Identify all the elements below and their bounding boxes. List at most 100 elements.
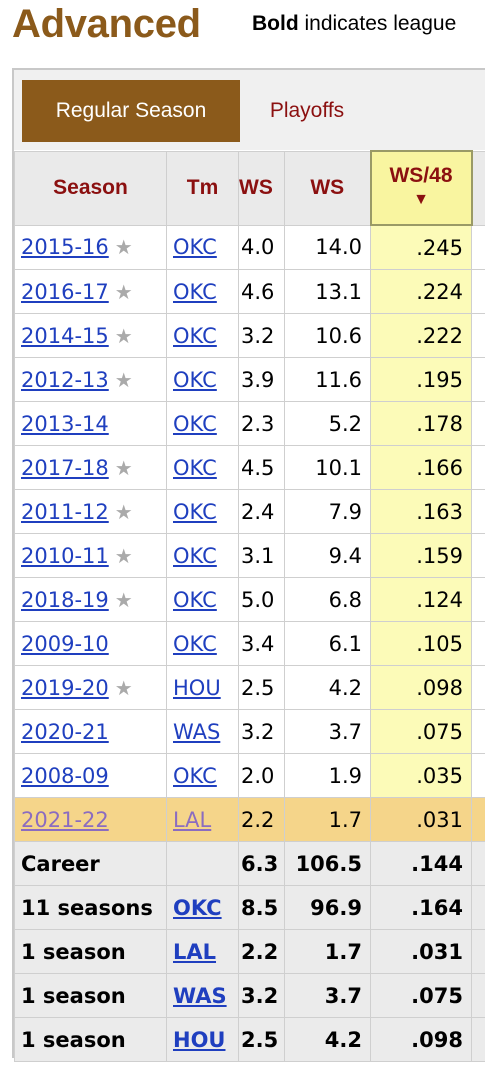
ws48-cell: .159 (370, 533, 472, 578)
team-link[interactable]: OKC (173, 323, 217, 348)
team-cell: OKC (166, 357, 239, 402)
season-cell: 2013-14 (14, 401, 167, 446)
season-link[interactable]: 2016-17 (21, 279, 109, 304)
overflow-cell (471, 973, 485, 1018)
ws48-cell: .164 (370, 885, 472, 930)
overflow-cell (471, 1017, 485, 1062)
ws-cell: 1.7 (284, 929, 371, 974)
overflow-cell (471, 709, 485, 754)
season-link[interactable]: 2014-15 (21, 323, 109, 348)
team-link[interactable]: OKC (173, 763, 217, 788)
season-link[interactable]: 2018-19 (21, 587, 109, 612)
team-cell: LAL (166, 797, 239, 842)
star-icon: ★ (114, 587, 133, 612)
ows-cell: 3.9 (238, 357, 285, 402)
star-icon: ★ (114, 675, 133, 700)
season-link[interactable]: 2021-22 (21, 807, 109, 832)
team-link[interactable]: WAS (173, 983, 227, 1008)
season-link[interactable]: 2011-12 (21, 499, 109, 524)
team-link[interactable]: OKC (173, 279, 217, 304)
season-link[interactable]: 2020-21 (21, 719, 109, 744)
ws-cell: 1.7 (284, 797, 371, 842)
season-link[interactable]: 2013-14 (21, 411, 109, 436)
table-row: 2021-22 LAL 2.2 1.7.031 (14, 797, 485, 842)
season-link[interactable]: 2008-09 (21, 763, 109, 788)
ws-cell: 14.0 (284, 224, 371, 270)
overflow-cell (471, 797, 485, 842)
col-header-ws[interactable]: WS (284, 150, 371, 226)
team-link[interactable]: OKC (173, 587, 217, 612)
ows-cell: 3.2 (238, 313, 285, 358)
ws48-cell: .075 (370, 973, 472, 1018)
ows-cell: 4.5 (238, 445, 285, 490)
season-cell: 2019-20 ★ (14, 665, 167, 710)
ws48-cell: .075 (370, 709, 472, 754)
ws48-cell: .031 (370, 929, 472, 974)
overflow-cell (471, 224, 485, 270)
team-cell: OKC (166, 445, 239, 490)
team-link[interactable]: LAL (173, 807, 212, 832)
table-row: 2017-18 ★ OKC 4.5 10.1.166 (14, 445, 485, 490)
table-header-row: Season Tm WS WS WS/48 ▼ (14, 150, 485, 226)
col-header-ws48[interactable]: WS/48 ▼ (369, 150, 473, 226)
ws-cell: 9.4 (284, 533, 371, 578)
team-cell: OKC (166, 313, 239, 358)
star-icon: ★ (114, 455, 133, 480)
tab-regular-season[interactable]: Regular Season (22, 80, 240, 142)
team-cell: OKC (166, 533, 239, 578)
col-header-season[interactable]: Season (14, 150, 167, 226)
season-link[interactable]: 2015-16 (21, 235, 109, 260)
ws48-cell: .195 (370, 357, 472, 402)
season-cell: 2010-11 ★ (14, 533, 167, 578)
ws48-cell: .031 (370, 797, 472, 842)
team-link[interactable]: LAL (173, 939, 217, 964)
season-link[interactable]: 2010-11 (21, 543, 109, 568)
team-link[interactable]: OKC (173, 411, 217, 436)
totals-row: 1 season LAL 2.2 1.7.031 (14, 929, 485, 974)
advanced-stats-table: Season Tm WS WS WS/48 ▼ 2015-16 ★ OKC 4.0 14… (14, 150, 485, 1062)
season-link[interactable]: 2019-20 (21, 675, 109, 700)
season-link[interactable]: 2017-18 (21, 455, 109, 480)
ws-cell: 3.7 (284, 709, 371, 754)
team-link[interactable]: HOU (173, 1027, 226, 1052)
team-link[interactable]: OKC (173, 455, 217, 480)
ows-cell: 3.1 (238, 533, 285, 578)
overflow-cell (471, 445, 485, 490)
ws-cell: 4.2 (284, 1017, 371, 1062)
ws48-cell: .035 (370, 753, 472, 798)
ws48-cell: .178 (370, 401, 472, 446)
col-header-overflow (471, 150, 485, 226)
season-cell: 2011-12 ★ (14, 489, 167, 534)
team-link[interactable]: OKC (173, 367, 217, 392)
table-row: 2019-20 ★ HOU 2.5 4.2.098 (14, 665, 485, 710)
team-cell: HOU (166, 1017, 239, 1062)
ws-cell: 106.5 (284, 841, 371, 886)
season-cell: 2008-09 (14, 753, 167, 798)
col-header-ows[interactable]: WS (238, 150, 285, 226)
totals-label-cell: 1 season (14, 1017, 167, 1062)
table-row: 2012-13 ★ OKC 3.9 11.6.195 (14, 357, 485, 402)
tab-playoffs[interactable]: Playoffs (269, 99, 345, 122)
season-link[interactable]: 2009-10 (21, 631, 109, 656)
ws48-cell: .222 (370, 313, 472, 358)
team-link[interactable]: OKC (173, 543, 217, 568)
ws-cell: 5.2 (284, 401, 371, 446)
team-link[interactable]: OKC (173, 499, 217, 524)
ws-cell: 6.1 (284, 621, 371, 666)
tab-bar: Regular Season Playoffs (14, 70, 485, 150)
totals-row: 1 season WAS 3.2 3.7.075 (14, 973, 485, 1018)
team-cell: OKC (166, 401, 239, 446)
table-row: 2009-10 OKC 3.4 6.1.105 (14, 621, 485, 666)
team-link[interactable]: OKC (173, 631, 217, 656)
team-link[interactable]: WAS (173, 719, 221, 744)
ws-cell: 10.1 (284, 445, 371, 490)
star-icon: ★ (114, 279, 133, 304)
team-link[interactable]: OKC (173, 235, 217, 260)
season-cell: 2018-19 ★ (14, 577, 167, 622)
totals-row: Career 6.3 106.5.144 (14, 841, 485, 886)
team-link[interactable]: HOU (173, 675, 221, 700)
team-link[interactable]: OKC (173, 895, 222, 920)
col-header-team[interactable]: Tm (166, 150, 239, 226)
team-cell: OKC (166, 753, 239, 798)
season-link[interactable]: 2012-13 (21, 367, 109, 392)
